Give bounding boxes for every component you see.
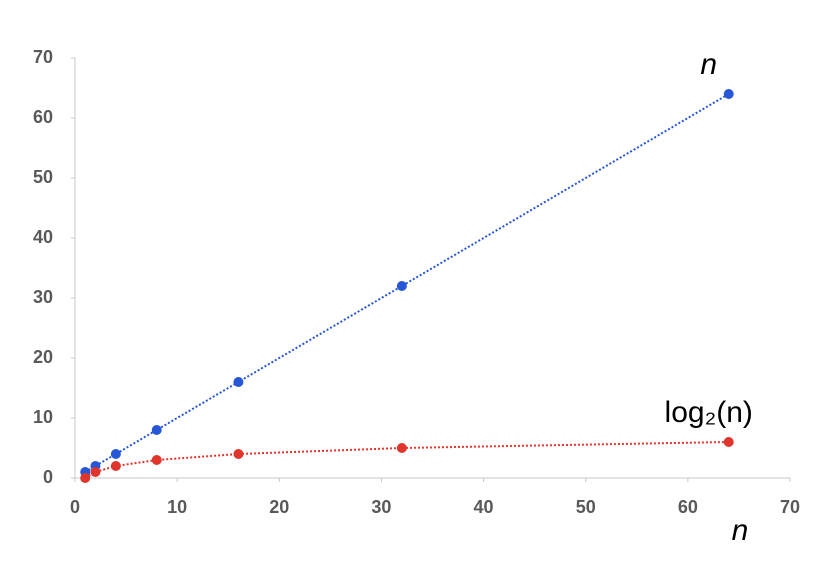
y-tick-label: 50	[33, 167, 53, 187]
trend-line	[84, 441, 729, 479]
y-tick-label: 10	[33, 407, 53, 427]
point	[233, 377, 244, 387]
point	[233, 449, 244, 459]
y-tick-label: 60	[33, 107, 53, 127]
point	[90, 467, 101, 477]
y-tick-label: 20	[33, 347, 53, 367]
x-tick-label: 60	[678, 497, 698, 517]
y-tick-label: 0	[43, 467, 53, 487]
point	[151, 425, 162, 435]
x-tick-label: 10	[167, 497, 187, 517]
x-tick-label: 50	[576, 497, 596, 517]
series-label: log₂(n)	[665, 396, 753, 429]
point	[723, 89, 734, 99]
point	[151, 455, 162, 465]
x-tick-label: 70	[780, 497, 800, 517]
point	[80, 473, 91, 483]
x-tick-label: 20	[269, 497, 289, 517]
point	[110, 449, 121, 459]
x-tick-label: 30	[371, 497, 391, 517]
x-tick-label: 40	[474, 497, 494, 517]
x-tick-label: 0	[70, 497, 80, 517]
trend-line	[84, 93, 730, 473]
point	[723, 437, 734, 447]
point	[396, 443, 407, 453]
x-axis-label: n	[732, 514, 749, 547]
y-tick-label: 70	[33, 47, 53, 67]
y-tick-label: 30	[33, 287, 53, 307]
series-label: n	[700, 48, 717, 81]
point	[396, 281, 407, 291]
point	[110, 461, 121, 471]
y-tick-label: 40	[33, 227, 53, 247]
